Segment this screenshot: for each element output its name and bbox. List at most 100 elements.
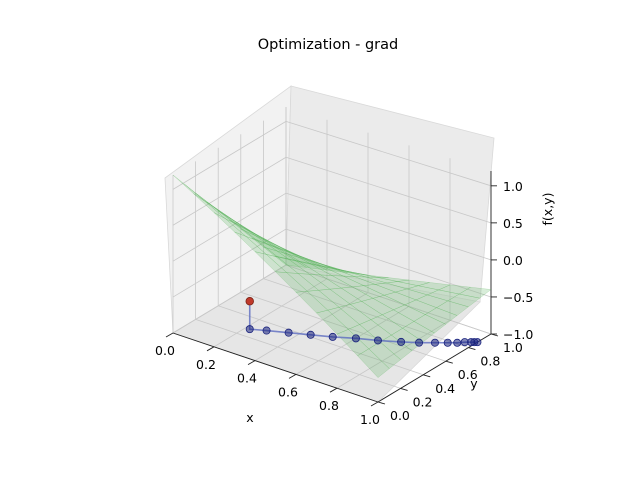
x-tick-mark [370, 401, 379, 407]
surface-facet [415, 294, 449, 308]
surface-facet [372, 294, 406, 311]
surface-facet [386, 281, 419, 290]
surface-facet [329, 287, 363, 305]
z-tick-label: 0.5 [503, 216, 523, 231]
x-tick-mark [288, 374, 297, 379]
surface-facet [229, 219, 262, 239]
grid-line-right-wall-z [285, 156, 492, 224]
surface-facet [436, 300, 469, 316]
surface-facet [365, 276, 398, 284]
path-point [397, 337, 406, 346]
surface-facet [405, 285, 440, 296]
y-tick-mark [377, 401, 386, 405]
surface-facet [193, 193, 226, 219]
grid-line-floor-y [240, 291, 446, 362]
x-tick-mark [165, 332, 174, 338]
grid-line-floor-y [218, 305, 424, 376]
surface-facet [283, 252, 316, 265]
surface-facet [218, 210, 251, 232]
surface-facet [308, 273, 342, 290]
y-tick-label: 0.2 [413, 394, 433, 409]
grid-line-right-wall-z [285, 228, 492, 298]
surface-facet [362, 284, 397, 296]
x-tick-label: 0.6 [278, 384, 298, 399]
surface-facet [315, 264, 348, 273]
surface-facet [345, 270, 378, 278]
surface-facet [234, 231, 267, 255]
surface-facet [238, 223, 271, 243]
surface-facet [313, 260, 346, 272]
surface-facet [245, 236, 278, 258]
surface-facet [247, 230, 280, 250]
x-tick-mark [206, 346, 215, 352]
path-point [328, 332, 337, 341]
grid-line-right-wall-z [285, 120, 492, 187]
surface-facet [300, 261, 333, 276]
grid-line-left-wall-z [172, 121, 287, 190]
y-tick-mark [400, 387, 408, 391]
surface-facet [295, 260, 328, 271]
surface-facet [213, 212, 246, 237]
path-point [430, 338, 439, 347]
surface-facet [340, 286, 374, 302]
surface-facet [279, 248, 312, 265]
surface-facet [383, 291, 417, 306]
path-point [415, 338, 424, 347]
surface-facet [240, 228, 273, 246]
path-point [306, 330, 315, 339]
surface-facet [447, 293, 481, 308]
surface-facet [368, 341, 401, 369]
x-axis-label: x [246, 410, 253, 425]
z-tick-label: 0.0 [503, 253, 523, 268]
surface-facet [297, 273, 331, 291]
surface-facet [424, 307, 458, 325]
surface-facet [259, 235, 292, 254]
path-point [284, 328, 293, 337]
surface-facet [327, 306, 361, 330]
x-tick-label: 0.0 [155, 343, 175, 358]
surface-facet [292, 253, 325, 266]
path-point [245, 325, 254, 334]
surface-facet [249, 230, 282, 248]
surface-facet [343, 275, 376, 286]
y-tick-label: 0.8 [480, 354, 500, 369]
y-tick-label: 0.4 [435, 381, 455, 396]
surface-facet [357, 348, 390, 378]
surface-facet [206, 201, 239, 224]
surface-facet [261, 238, 294, 254]
surface-facet [236, 224, 269, 246]
surface-facet [306, 290, 340, 311]
y-tick-label: 1.0 [503, 340, 523, 355]
path-point [453, 338, 462, 347]
path-point [443, 338, 452, 347]
surface [172, 174, 492, 378]
surface-facet [354, 276, 387, 285]
surface-facet [274, 271, 308, 293]
tick-labels: 0.00.20.40.60.81.0 0.00.20.40.60.81.0−1.0… [155, 179, 533, 427]
surface-facet [322, 266, 355, 277]
surface-facet [204, 200, 237, 225]
surface-facet [397, 279, 430, 286]
grid-line-right-wall-z [285, 192, 492, 261]
surface-facet [404, 299, 438, 315]
surface-facet [392, 304, 426, 322]
surface-facet [172, 174, 205, 202]
surface-facet [195, 192, 228, 217]
y-tick-mark [423, 374, 431, 378]
grid-line-floor-y [263, 278, 469, 348]
surface-facet [334, 268, 366, 278]
grid-line-left-wall-z [172, 192, 287, 262]
y-tick-label: 0.6 [458, 367, 478, 382]
x-axis-line [172, 332, 379, 403]
surface-facet [302, 256, 335, 270]
x-tick-label: 0.8 [319, 398, 339, 413]
y-axis-label: y [470, 376, 478, 391]
z-axis-label: f(x,y) [540, 193, 555, 226]
surface-facet [290, 252, 323, 267]
y-tick-mark [468, 347, 476, 351]
surface-facet [370, 314, 404, 336]
surface-facet [390, 327, 424, 352]
x-tick-label: 0.4 [237, 371, 257, 386]
surface-facet [316, 309, 349, 335]
surface-facet [336, 268, 369, 276]
